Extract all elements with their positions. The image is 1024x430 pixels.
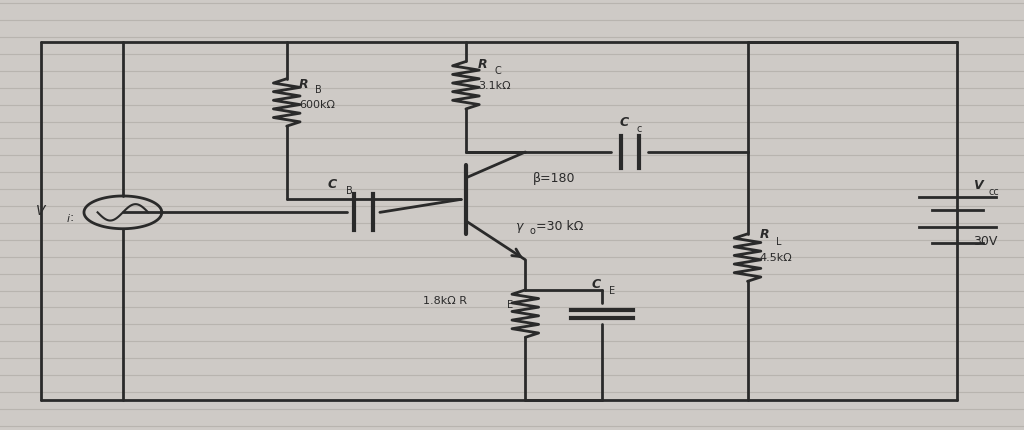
Text: =30 kΩ: =30 kΩ [536,219,583,232]
Text: i: i [67,214,70,224]
Text: R: R [299,77,308,90]
Text: 600kΩ: 600kΩ [299,100,335,110]
Text: C: C [592,277,601,290]
Text: 3.1kΩ: 3.1kΩ [478,80,511,90]
Text: c: c [637,124,642,134]
Text: R: R [478,58,487,71]
Text: E: E [609,286,615,295]
Text: o: o [529,225,536,235]
Text: 4.5kΩ: 4.5kΩ [760,252,793,262]
Text: B: B [315,85,323,95]
Text: :: : [70,211,74,224]
Text: cc: cc [988,187,998,197]
Text: V: V [36,203,45,217]
Text: C: C [495,66,502,76]
Text: R: R [760,228,769,241]
Text: γ: γ [515,219,522,232]
Text: 1.8kΩ R: 1.8kΩ R [423,295,467,305]
Text: C: C [620,116,629,129]
Text: L: L [776,236,781,246]
Text: B: B [346,186,353,196]
Text: 30V: 30V [973,234,997,247]
Text: β=180: β=180 [532,172,575,185]
Text: C: C [328,178,337,190]
Text: E: E [507,300,513,310]
Text: V: V [973,178,982,191]
